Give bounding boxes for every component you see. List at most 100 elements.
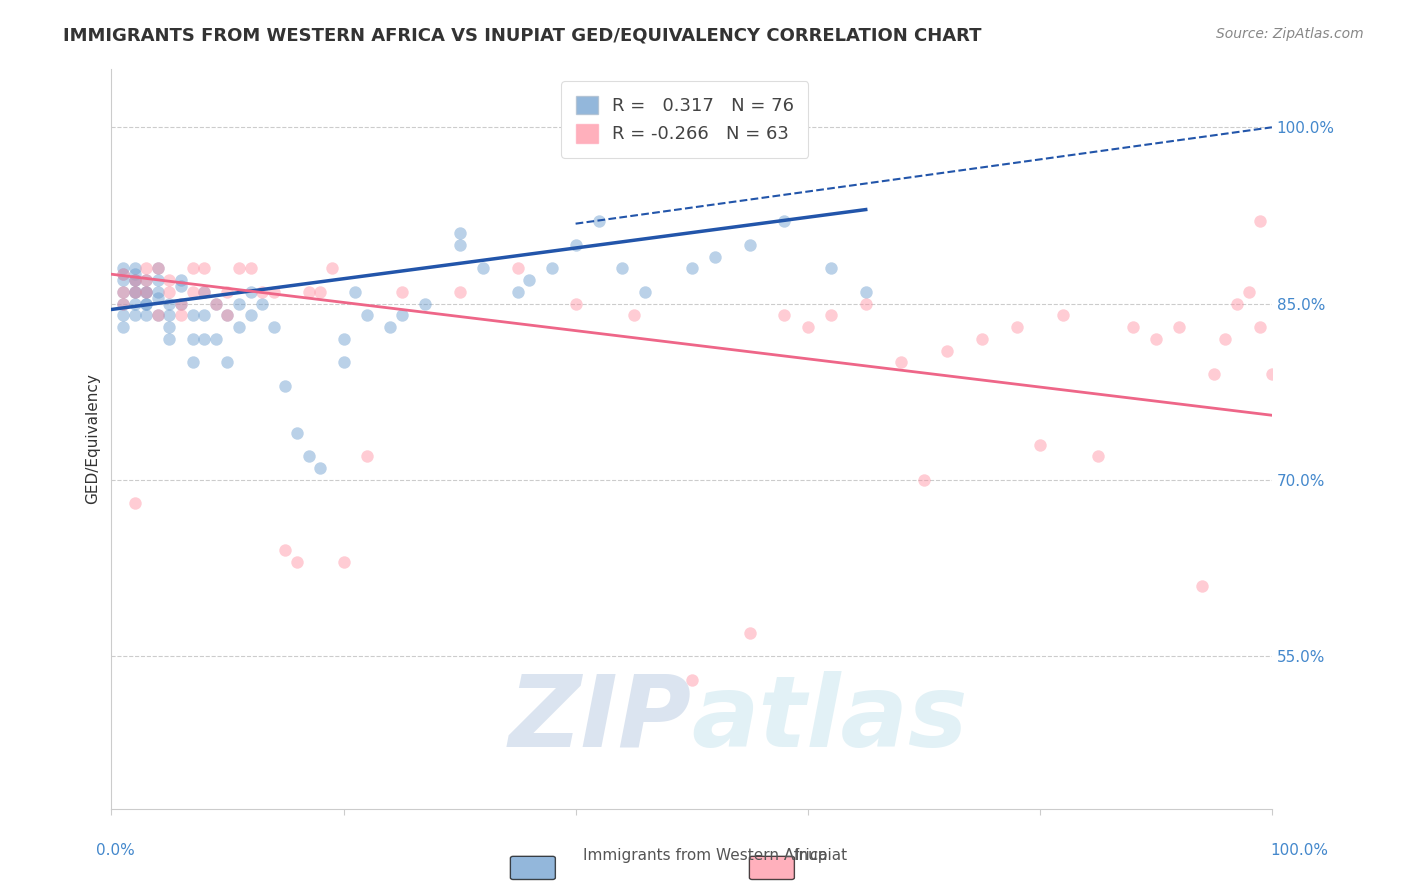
- Point: [135, 309, 157, 323]
- Point: [135, 273, 157, 287]
- Point: [1168, 320, 1191, 334]
- Point: [1237, 285, 1260, 299]
- Point: [449, 285, 471, 299]
- Text: atlas: atlas: [692, 671, 969, 768]
- Point: [1249, 320, 1271, 334]
- Point: [217, 355, 239, 369]
- Point: [111, 296, 134, 310]
- Point: [703, 250, 725, 264]
- Point: [146, 291, 169, 305]
- Point: [738, 625, 761, 640]
- Point: [159, 296, 181, 310]
- Text: Source: ZipAtlas.com: Source: ZipAtlas.com: [1216, 27, 1364, 41]
- Point: [159, 332, 181, 346]
- Point: [321, 261, 343, 276]
- Point: [146, 309, 169, 323]
- Point: [239, 285, 262, 299]
- Point: [285, 425, 308, 440]
- Point: [135, 296, 157, 310]
- Point: [391, 309, 413, 323]
- Point: [1005, 320, 1028, 334]
- Point: [889, 355, 911, 369]
- Point: [124, 285, 146, 299]
- Point: [285, 555, 308, 569]
- Point: [170, 273, 193, 287]
- Point: [541, 261, 564, 276]
- Point: [193, 332, 215, 346]
- Point: [239, 309, 262, 323]
- Point: [239, 261, 262, 276]
- Point: [217, 309, 239, 323]
- Text: Immigrants from Western Africa: Immigrants from Western Africa: [583, 848, 828, 863]
- Point: [228, 320, 250, 334]
- Point: [298, 285, 321, 299]
- Point: [1122, 320, 1144, 334]
- Point: [146, 285, 169, 299]
- Legend: R =   0.317   N = 76, R = -0.266   N = 63: R = 0.317 N = 76, R = -0.266 N = 63: [561, 81, 808, 158]
- Point: [564, 237, 586, 252]
- Point: [159, 285, 181, 299]
- Point: [170, 279, 193, 293]
- Point: [634, 285, 657, 299]
- Point: [1202, 367, 1225, 381]
- Point: [193, 309, 215, 323]
- Point: [111, 309, 134, 323]
- Point: [146, 261, 169, 276]
- Point: [820, 261, 842, 276]
- Point: [193, 285, 215, 299]
- Point: [193, 261, 215, 276]
- Point: [170, 309, 193, 323]
- Point: [796, 320, 818, 334]
- Point: [1249, 214, 1271, 228]
- Point: [159, 273, 181, 287]
- Point: [146, 273, 169, 287]
- Point: [588, 214, 610, 228]
- Point: [1215, 332, 1237, 346]
- Point: [111, 285, 134, 299]
- Point: [378, 320, 401, 334]
- Point: [1087, 450, 1109, 464]
- Point: [855, 285, 877, 299]
- Text: ZIP: ZIP: [509, 671, 692, 768]
- Point: [124, 309, 146, 323]
- Point: [228, 296, 250, 310]
- Point: [205, 296, 228, 310]
- Point: [449, 226, 471, 240]
- Point: [181, 355, 204, 369]
- Point: [681, 673, 703, 687]
- Point: [217, 285, 239, 299]
- Point: [681, 261, 703, 276]
- Point: [506, 285, 529, 299]
- Point: [135, 285, 157, 299]
- Point: [298, 450, 321, 464]
- Y-axis label: GED/Equivalency: GED/Equivalency: [86, 374, 100, 504]
- Point: [111, 273, 134, 287]
- Point: [970, 332, 993, 346]
- Point: [205, 332, 228, 346]
- Point: [274, 543, 297, 558]
- Point: [263, 320, 285, 334]
- Point: [111, 261, 134, 276]
- Point: [449, 237, 471, 252]
- Point: [1226, 296, 1249, 310]
- Point: [252, 296, 274, 310]
- Point: [181, 309, 204, 323]
- Point: [146, 261, 169, 276]
- Point: [124, 273, 146, 287]
- Point: [111, 267, 134, 281]
- Point: [124, 285, 146, 299]
- Point: [252, 285, 274, 299]
- Point: [181, 261, 204, 276]
- Point: [181, 285, 204, 299]
- Point: [1144, 332, 1167, 346]
- Point: [912, 473, 935, 487]
- Point: [623, 309, 645, 323]
- Point: [159, 320, 181, 334]
- Point: [124, 273, 146, 287]
- Point: [610, 261, 633, 276]
- Point: [170, 296, 193, 310]
- Text: 0.0%: 0.0%: [96, 843, 135, 858]
- Point: [356, 309, 378, 323]
- Point: [111, 320, 134, 334]
- Point: [135, 285, 157, 299]
